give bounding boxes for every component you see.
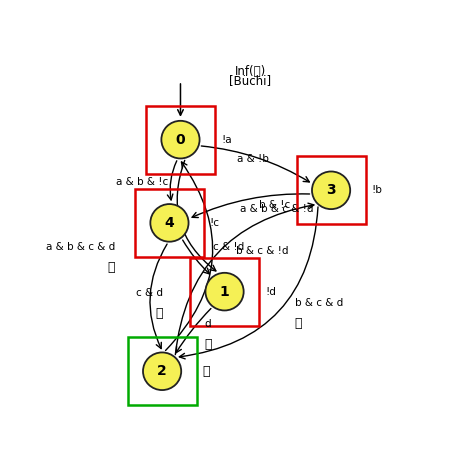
Bar xyxy=(146,106,215,173)
Bar xyxy=(128,337,197,405)
Text: b & c & d: b & c & d xyxy=(294,298,343,307)
Bar xyxy=(135,189,204,257)
Text: d: d xyxy=(204,319,210,329)
Text: ⓪: ⓪ xyxy=(155,307,163,320)
Text: b & !c: b & !c xyxy=(259,200,291,210)
Text: c & d: c & d xyxy=(136,288,163,298)
Text: [Büchi]: [Büchi] xyxy=(229,74,271,87)
Text: b & c & !d: b & c & !d xyxy=(236,246,289,256)
Text: !c: !c xyxy=(210,218,220,228)
Text: !b: !b xyxy=(372,185,383,196)
Text: Inf(⓪): Inf(⓪) xyxy=(235,65,266,78)
Text: !d: !d xyxy=(265,287,276,297)
Text: ⓪: ⓪ xyxy=(108,261,115,274)
Circle shape xyxy=(312,172,350,209)
Text: ⓪: ⓪ xyxy=(202,365,210,378)
Text: 4: 4 xyxy=(164,216,174,230)
Text: ⓪: ⓪ xyxy=(294,317,302,329)
Text: c & !d: c & !d xyxy=(213,243,245,252)
Text: !a: !a xyxy=(221,134,231,145)
Text: a & b & !c: a & b & !c xyxy=(116,177,168,187)
Text: a & !b: a & !b xyxy=(237,155,269,164)
Bar xyxy=(190,258,259,326)
Text: ⓪: ⓪ xyxy=(204,338,211,351)
Circle shape xyxy=(143,352,181,390)
Text: a & b & c & !d: a & b & c & !d xyxy=(239,204,313,214)
Text: 0: 0 xyxy=(176,133,185,147)
Text: 2: 2 xyxy=(157,364,167,378)
Circle shape xyxy=(205,273,244,311)
Text: a & b & c & d: a & b & c & d xyxy=(46,242,115,252)
Text: 1: 1 xyxy=(219,285,229,298)
Text: 3: 3 xyxy=(326,183,336,197)
Circle shape xyxy=(150,204,189,242)
Circle shape xyxy=(161,121,200,158)
Bar xyxy=(297,157,365,224)
